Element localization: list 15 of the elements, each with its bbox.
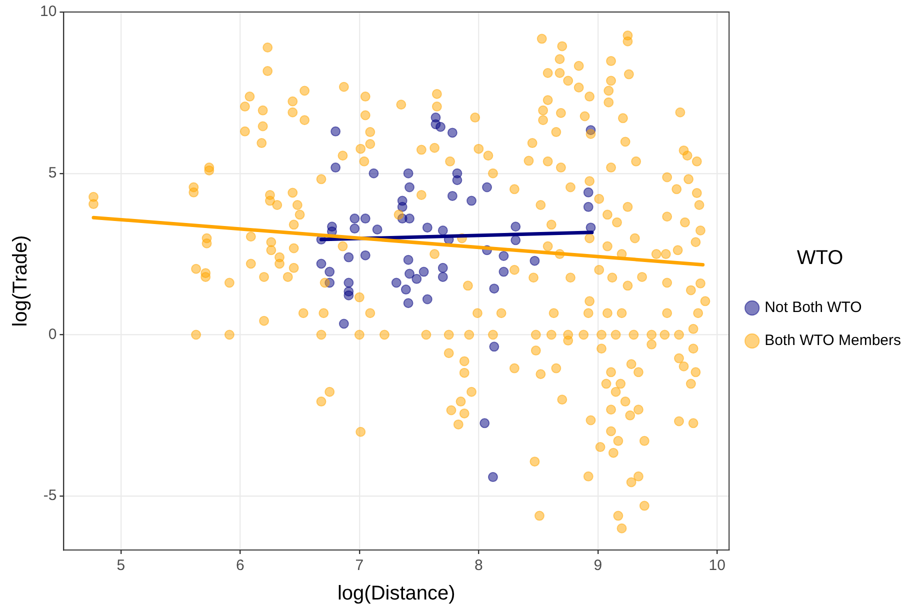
legend-title: WTO — [796, 247, 844, 270]
x-tick-label: 5 — [116, 557, 126, 574]
y-tick-label: -5 — [43, 487, 57, 504]
x-tick-label: 9 — [594, 557, 602, 574]
x-tick-label: 8 — [474, 557, 483, 574]
legend-label: Not Both WTO — [764, 299, 862, 316]
x-tick-label: 7 — [355, 557, 364, 574]
y-tick-label: 5 — [48, 164, 57, 182]
x-tick-label: 6 — [236, 557, 244, 574]
y-tick-label: 10 — [40, 3, 57, 20]
x-axis-title: log(Distance) — [337, 582, 456, 605]
y-tick-label: 0 — [48, 326, 57, 343]
legend-label: Both WTO Members — [764, 332, 901, 350]
x-tick-label: 10 — [708, 557, 726, 574]
y-axis-title: log(Trade) — [10, 235, 32, 327]
